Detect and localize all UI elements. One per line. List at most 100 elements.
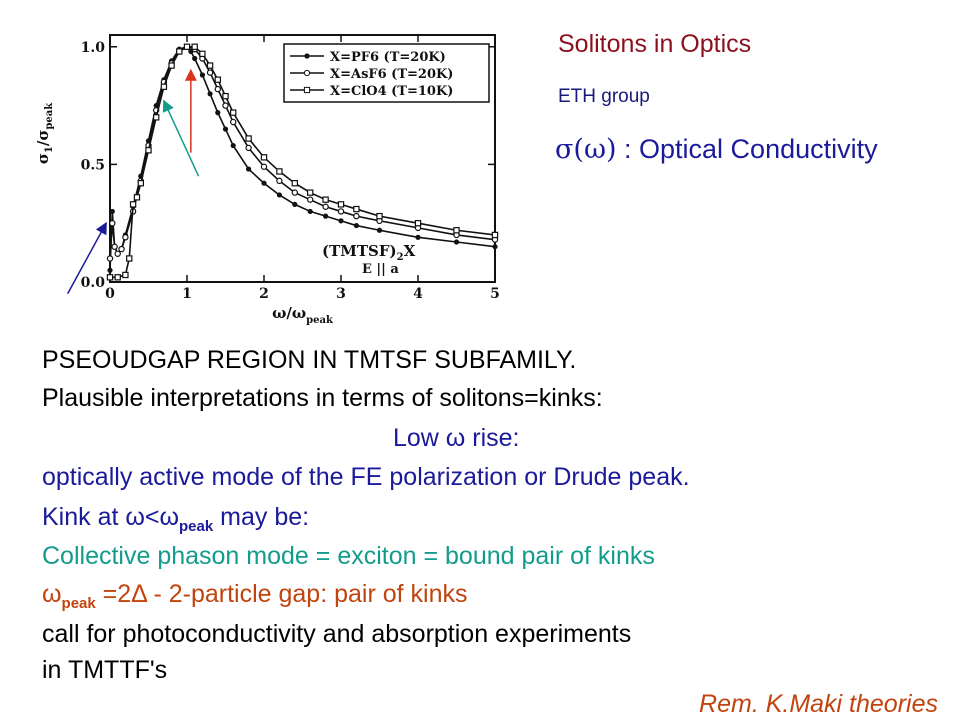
series-point-2 [260,163,268,170]
body-line-8: call for photoconductivity and absorptio… [42,620,632,648]
series-point-3 [245,135,252,142]
body-line-1: PSEOUDGAP REGION IN TMTSF SUBFAMILY. [42,346,577,374]
series-point-3 [307,189,314,196]
series-point-3 [376,212,383,220]
annotation-arrow [162,99,200,177]
series-point-3 [114,274,121,281]
series-point-2 [111,243,118,250]
series-point-2 [245,144,252,152]
group-label: ETH group [558,86,650,107]
legend-marker [303,86,311,94]
conductivity-label: σ(ω) : Optical Conductivity [555,134,878,165]
compound-annotation: (TMTSF)2X [322,242,416,263]
series-point-1 [353,222,359,229]
y-tick-label: 0.5 [81,157,105,173]
y-tick-label: 1.0 [81,40,106,56]
series-point-1 [261,180,267,186]
series-point-2 [106,255,114,262]
series-point-2 [214,85,221,93]
series-point-3 [129,201,137,208]
optical-conductivity-chart: 0 1 2 3 4 5 0.0 0.5 1.0 ω/ωpeak σ1/σpeak X=PF6 (T=2… [34,34,500,326]
series-point-1 [307,208,313,215]
series-point-2 [109,219,116,227]
series-point-3 [137,180,144,187]
series-point-1 [376,227,383,233]
omega-peak-symbol: ω [42,580,62,608]
slide-title: Solitons in Optics [558,30,752,58]
sigma-omega-symbol: σ(ω) [555,134,617,165]
gap-text: =2Δ - 2-particle gap: pair of kinks [95,580,468,608]
series-point-3 [453,227,460,234]
series-point-2 [206,69,214,76]
series-point-1 [109,208,115,215]
series-point-2 [353,212,360,220]
series-point-3 [183,43,191,50]
series-point-2 [322,203,329,210]
series-point-1 [246,166,252,172]
series-point-1 [199,72,205,78]
body-line-9: in TMTTF's [42,656,168,684]
x-tick-label: 0 [105,286,115,302]
series-point-3 [276,168,283,175]
series-point-1 [492,244,498,250]
series-point-3 [353,205,360,213]
series-point-3 [168,62,175,69]
series-point-2 [122,234,129,241]
series-point-1 [207,91,213,97]
x-tick-label: 5 [490,286,500,302]
body-line-6: Collective phason mode = exciton = bound… [42,542,655,570]
series-point-1 [338,218,344,224]
legend-label: X=PF6 (T=20K) [330,50,446,65]
series-point-1 [323,213,329,219]
series-point-3 [191,43,198,50]
series-point-2 [229,118,237,126]
x-tick-label: 1 [182,286,192,302]
series-point-1 [415,234,421,240]
kink-text-end: may be: [213,503,310,531]
series-point-2 [276,177,283,185]
series-point-3 [133,194,141,201]
series-point-2 [222,102,229,109]
series-point-3 [214,76,221,83]
series-point-1 [230,142,236,149]
series-point-2 [114,250,121,257]
x-tick-label: 3 [336,286,346,302]
series-point-2 [307,196,314,203]
legend-label: X=ClO4 (T=10K) [330,84,453,99]
plot-frame [109,34,496,283]
x-tick-label: 4 [413,286,423,302]
series-point-3 [337,201,345,208]
legend-marker [303,69,311,77]
series-point-1 [292,201,298,207]
series-point-3 [145,147,152,154]
body-line-7: ωpeak =2Δ - 2-particle gap: pair of kink… [42,579,467,619]
conductivity-text: : Optical Conductivity [616,134,878,164]
series-point-3 [122,271,129,279]
series-point-1 [215,110,221,116]
series-point-3 [126,255,133,262]
kink-sub: peak [179,518,214,535]
series-point-3 [260,154,268,161]
series-point-3 [414,219,422,227]
series-point-3 [230,109,237,116]
y-axis-label: σ1/σpeak [34,102,55,164]
kink-text: Kink at ω<ω [42,503,180,531]
series-point-2 [291,189,298,196]
series-point-1 [453,239,460,245]
series-point-3 [106,274,114,281]
series-point-3 [491,231,499,239]
series-point-3 [160,83,168,90]
series-point-1 [192,55,198,62]
body-line-4: optically active mode of the FE polariza… [42,463,690,491]
remark: Rem. K.Maki theories [699,690,938,718]
field-annotation: E || a [362,262,399,277]
x-axis-label: ω/ωpeak [272,304,334,326]
x-tick-label: 2 [259,286,269,302]
series-point-3 [206,62,214,69]
series-point-2 [337,208,345,215]
body-line-3: Low ω rise: [393,424,520,452]
series-point-1 [222,126,229,132]
series-point-3 [291,180,299,187]
series-point-3 [199,50,206,58]
legend-marker [304,53,310,59]
